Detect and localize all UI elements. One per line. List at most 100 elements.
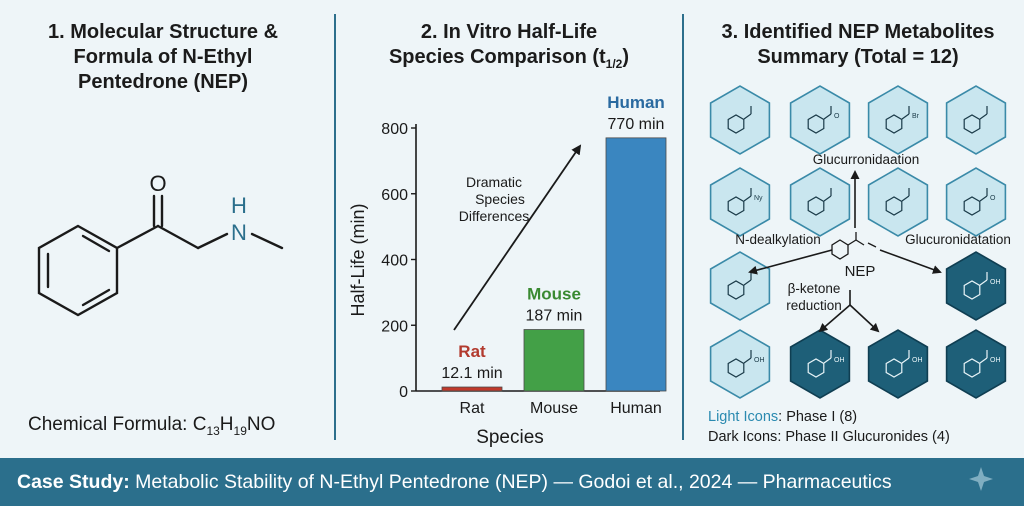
label-reduction-line2: reduction [786, 298, 842, 313]
legend-dark-label: Dark Icons [708, 429, 777, 445]
x-axis-label: Species [476, 427, 544, 448]
panel3-title-line2: Summary (Total = 12) [757, 46, 959, 68]
legend-light-label: Light Icons [708, 409, 778, 425]
x-tick-label: Rat [460, 400, 485, 417]
panel2-title-sub: 1/2 [605, 57, 623, 71]
y-tick-label: 600 [381, 187, 408, 204]
bar-name-label: Mouse [527, 285, 581, 304]
annotation-line3: Differences [459, 208, 530, 224]
svg-text:OH: OH [990, 357, 1001, 364]
bond-carbonyl-ch2 [156, 224, 200, 250]
svg-text:OH: OH [754, 357, 765, 364]
formula-sub-h: 19 [234, 424, 248, 438]
bar-name-label: Human [607, 93, 665, 112]
bond-ring-carbonyl [115, 224, 160, 250]
benzene-ring [37, 224, 119, 317]
phase1-metabolite-icon [945, 85, 1007, 155]
legend-dark: Dark Icons: Phase II Glucuronides (4) [708, 429, 950, 445]
arrow-to-right [879, 249, 942, 274]
label-glucuronidation-top: Glucurronidaation [813, 152, 920, 167]
phase1-metabolite-icon: O [789, 85, 851, 155]
panel1-title-line1: 1. Molecular Structure & [47, 21, 279, 43]
panel-half-life-chart: 2. In Vitro Half-Life Species Comparison… [344, 0, 674, 448]
svg-text:Br: Br [912, 113, 920, 120]
footer-bold: Case Study: [17, 471, 130, 493]
formula-suffix: NO [247, 414, 276, 435]
phase2-glucuronide-icon: OH [945, 329, 1007, 399]
trend-arrow [453, 144, 582, 331]
legend-dark-text: : Phase II Glucuronides (4) [777, 429, 949, 445]
half-life-bar-chart: 0 200 400 600 800 Rat 12.1 min Rat Mouse 187 min… [348, 93, 667, 448]
footer-citation: Metabolic Stability of N-Ethyl Pentedron… [129, 471, 892, 493]
y-tick-label: 800 [381, 121, 408, 138]
nep-center-structure [831, 232, 877, 260]
panel2-title-main: Species Comparison (t [388, 46, 606, 68]
bar-mouse [523, 329, 585, 392]
panel2-title: 2. In Vitro Half-Life Species Comparison… [344, 20, 674, 77]
svg-text:O: O [990, 195, 996, 202]
x-tick-label: Human [610, 400, 662, 417]
chemical-formula: Chemical Formula: C13H19NO [28, 414, 275, 438]
atom-oxygen: O [149, 171, 166, 196]
y-tick-label: 400 [381, 253, 408, 270]
phase2-glucuronide-icon: OH [945, 251, 1007, 321]
phase1-metabolite-icon: O [945, 167, 1007, 237]
atom-nitrogen: N [231, 220, 247, 245]
panel1-title: 1. Molecular Structure & Formula of N-Et… [0, 20, 326, 95]
bar-human [605, 137, 667, 392]
divider-2 [682, 14, 684, 440]
phase2-glucuronide-icon: OH [789, 329, 851, 399]
annotation-line1: Dramatic [466, 174, 522, 190]
y-tick-label: 200 [381, 318, 408, 335]
svg-text:OH: OH [912, 357, 923, 364]
x-tick-label: Mouse [530, 400, 578, 417]
arrow-down-right [849, 304, 880, 333]
nep-center-label: NEP [845, 263, 876, 280]
ring-double-bond-2 [81, 234, 111, 253]
svg-text:O: O [834, 113, 840, 120]
panel2-title-end: ) [622, 46, 630, 68]
y-axis-label: Half-Life (min) [348, 203, 368, 316]
formula-h: H [220, 414, 234, 435]
panel3-title: 3. Identified NEP Metabolites Summary (T… [692, 20, 1024, 70]
metabolite-network-diagram: O Br Ny O OH OH OH OH OH NEP Glucurronidaation N… [708, 85, 1011, 445]
bond-n-methyl [250, 232, 284, 250]
sparkle-icon [969, 467, 993, 491]
label-reduction-line1: β-ketone [788, 281, 841, 296]
phase1-metabolite-icon: Ny [709, 167, 771, 237]
divider-1 [334, 14, 336, 440]
panel3-title-line1: 3. Identified NEP Metabolites [721, 21, 995, 43]
bar-name-label: Rat [458, 342, 486, 361]
y-tick-label: 0 [399, 384, 408, 401]
legend-light-text: : Phase I (8) [778, 409, 857, 425]
phase1-metabolite-icon [867, 167, 929, 237]
footer-text: Case Study: Metabolic Stability of N-Eth… [17, 458, 892, 506]
svg-text:Ny: Ny [754, 195, 763, 202]
arrow-down-left [818, 304, 851, 333]
nep-structure-diagram: O H N Chemical Formula: C13H19NO [28, 171, 284, 438]
bar-rat [441, 386, 503, 392]
legend-light: Light Icons: Phase I (8) [708, 409, 857, 425]
panel2-title-line2: Species Comparison (t1/2) [344, 45, 674, 77]
label-dealkylation: N-dealkylation [735, 232, 821, 247]
panel1-title-line3: Pentedrone (NEP) [77, 71, 249, 93]
phase1-metabolite-icon [709, 251, 771, 321]
bond-ch2-n [196, 232, 229, 250]
svg-text:OH: OH [990, 279, 1001, 286]
phase1-metabolite-icon [789, 167, 851, 237]
phase1-metabolite-icon [709, 85, 771, 155]
atom-hydrogen: H [231, 193, 247, 218]
panel-metabolites: 3. Identified NEP Metabolites Summary (T… [692, 0, 1024, 448]
bar-value-label: 12.1 min [441, 365, 502, 382]
svg-text:OH: OH [834, 357, 845, 364]
panel1-title-line2: Formula of N-Ethyl [73, 46, 253, 68]
phase1-metabolite-icon: OH [709, 329, 771, 399]
formula-sub-c: 13 [206, 424, 220, 438]
arrow-to-left [748, 249, 833, 275]
bar-value-label: 187 min [526, 308, 583, 325]
annotation-line2: Species [475, 191, 525, 207]
panel-molecular-structure: 1. Molecular Structure & Formula of N-Et… [0, 0, 326, 448]
formula-prefix: Chemical Formula: C [28, 414, 206, 435]
panel2-title-line1: 2. In Vitro Half-Life [420, 21, 598, 43]
bar-value-label: 770 min [608, 116, 665, 133]
